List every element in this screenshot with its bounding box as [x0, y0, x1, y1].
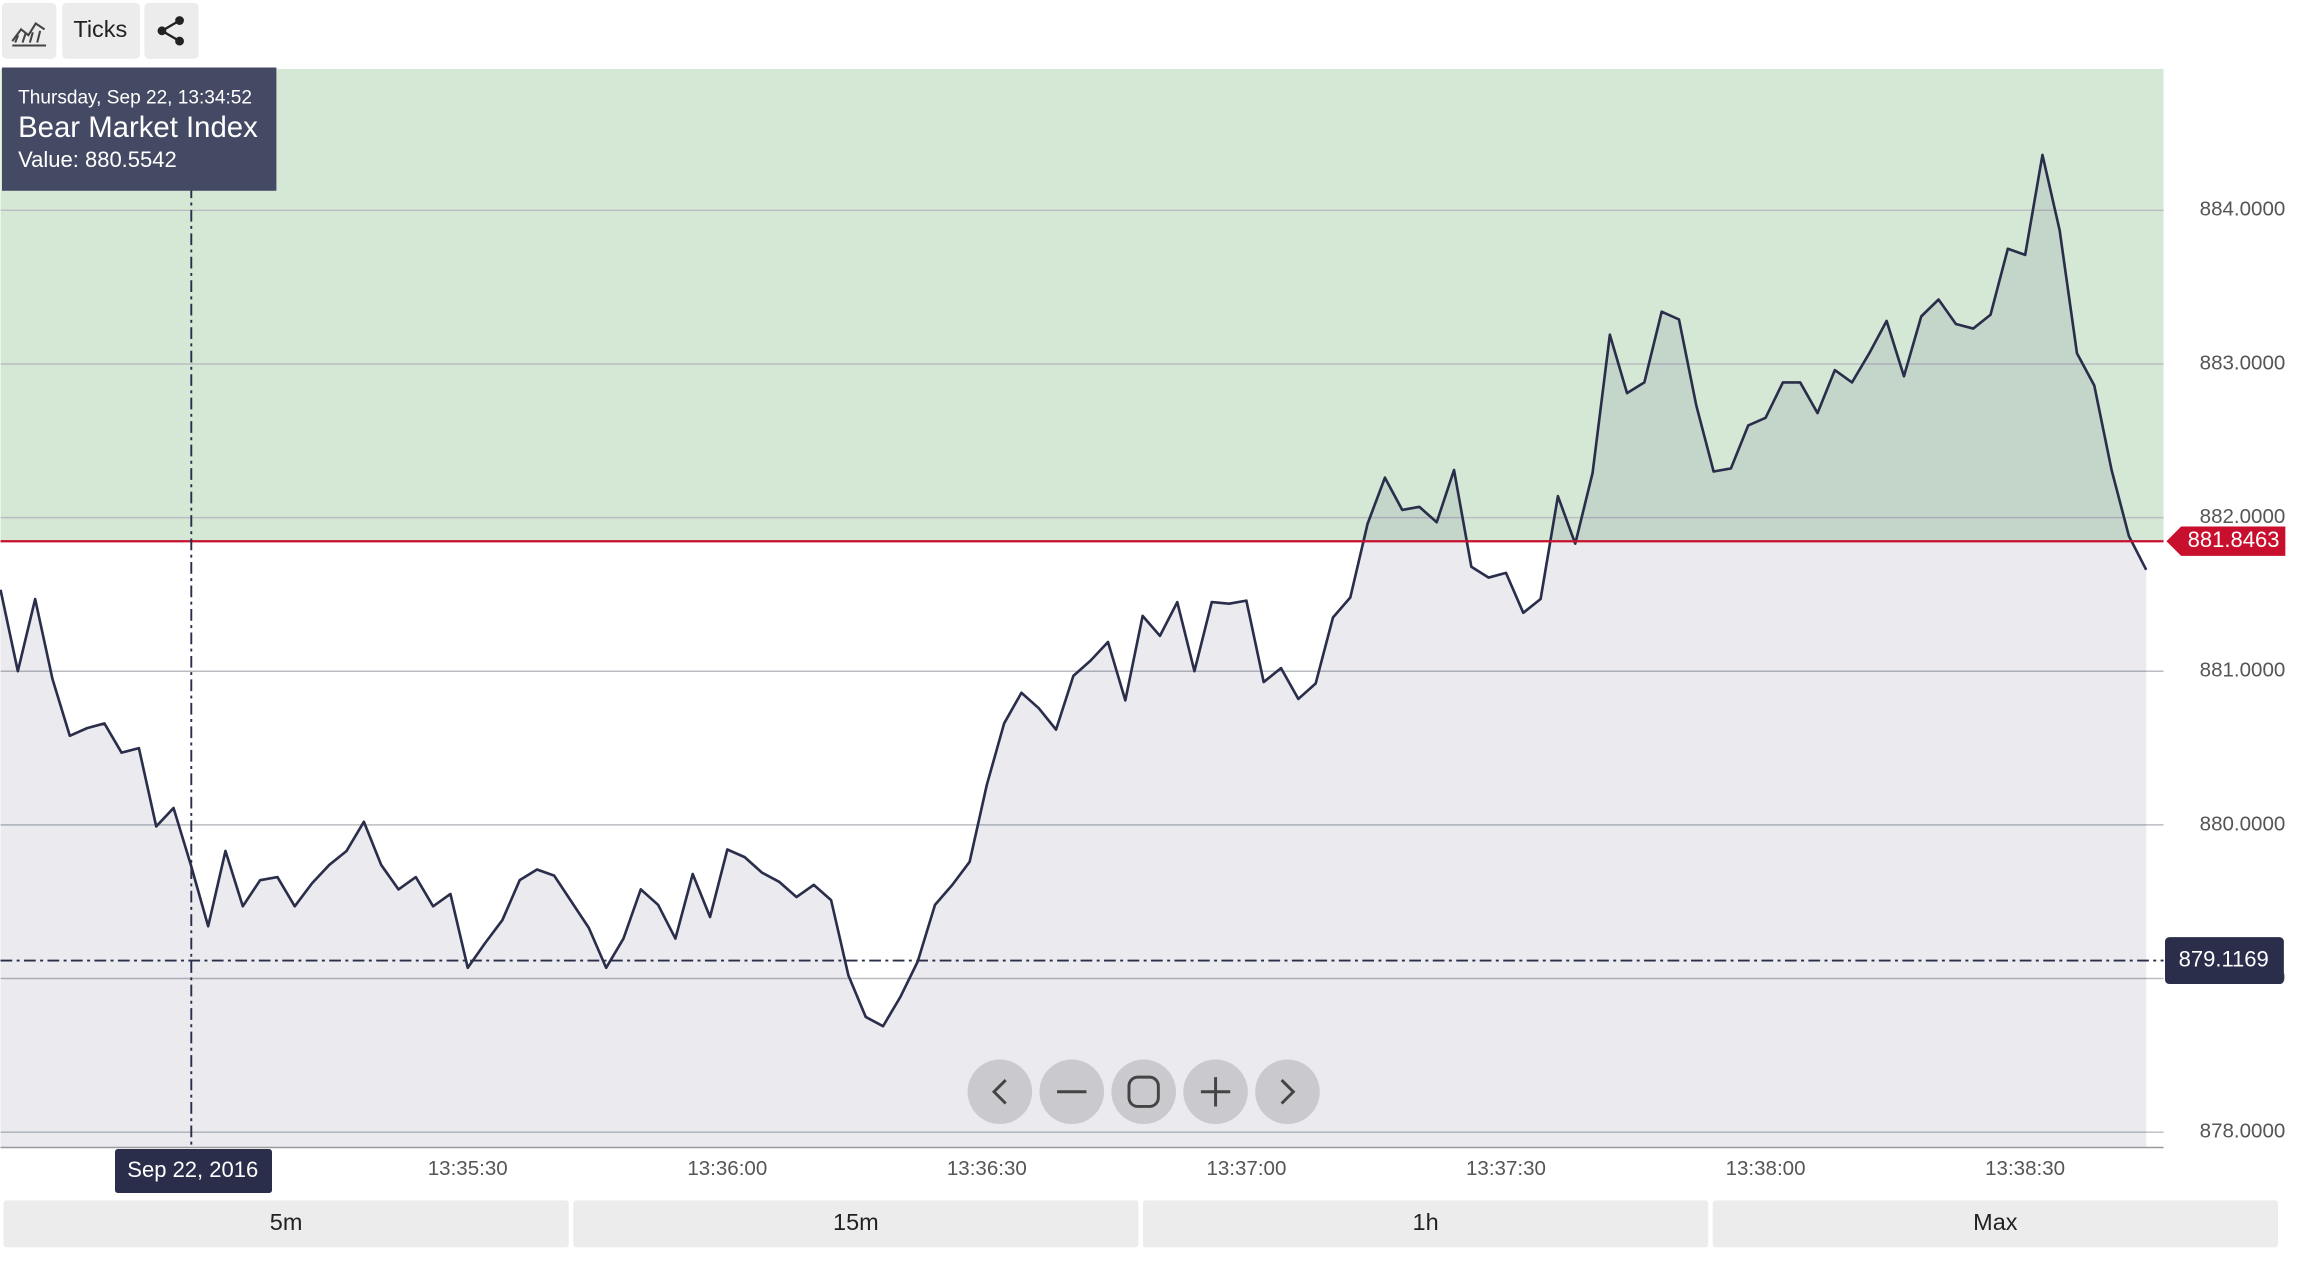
timeframe-button[interactable]: [573, 1200, 1139, 1248]
pan-right-button[interactable]: [1255, 1059, 1320, 1125]
tooltip-value: Value: 880.5542: [18, 147, 177, 172]
x-tick-label: 13:38:00: [1726, 1157, 1806, 1180]
x-tick-label: 13:36:00: [687, 1157, 767, 1180]
share-button[interactable]: [144, 2, 199, 59]
area-fill: [0, 154, 2147, 1148]
tooltip-box: [1, 67, 277, 191]
x-tick-label: 13:36:30: [947, 1157, 1027, 1180]
zoom-controls: [967, 1059, 1320, 1125]
x-tick-label: 13:35:30: [428, 1157, 508, 1180]
chart-type-button[interactable]: [1, 2, 57, 59]
chart-type-icon: [11, 22, 47, 47]
timeframe-button[interactable]: [1142, 1200, 1709, 1248]
share-icon: [157, 16, 184, 46]
y-tick-label: 884.0000: [2200, 198, 2286, 221]
zoom-in-icon: [1200, 1077, 1231, 1107]
crosshair-value-tag: [2165, 937, 2284, 985]
current-price-label: 881.8463: [2188, 527, 2280, 552]
pan-left-button[interactable]: [967, 1059, 1033, 1125]
x-tick-label: 13:38:30: [1985, 1157, 2065, 1180]
pan-left-icon: [991, 1078, 1007, 1105]
tooltip: Thursday, Sep 22, 13:34:52 Bear Market I…: [1, 67, 277, 191]
crosshair-date-label: Sep 22, 2016: [127, 1157, 258, 1182]
timeframe-label: 1h: [1413, 1209, 1439, 1235]
plot-area: 878.0000879.0000880.0000881.0000882.0000…: [0, 68, 2286, 1194]
timeframe-label: 15m: [833, 1209, 879, 1235]
y-tick-label: 878.0000: [2200, 1120, 2286, 1143]
overlay: Thursday, Sep 22, 13:34:52 Bear Market I…: [1, 67, 1320, 1125]
timeframe-button[interactable]: [1712, 1200, 2278, 1248]
timeframe-label: 5m: [270, 1209, 303, 1235]
tooltip-series: Bear Market Index: [18, 111, 258, 144]
timeframe-button[interactable]: [3, 1200, 569, 1248]
tooltip-date: Thursday, Sep 22, 13:34:52: [18, 87, 252, 108]
timeframe-bar: 5m 15m 1h Max: [3, 1200, 2278, 1248]
y-tick-label: 882.0000: [2200, 505, 2286, 528]
pan-right-icon: [1280, 1078, 1296, 1105]
y-tick-label: 883.0000: [2200, 351, 2286, 374]
reset-icon: [1127, 1075, 1160, 1108]
above-price-zone: [0, 68, 2164, 542]
reset-button[interactable]: [1111, 1059, 1176, 1125]
y-tick-label: 880.0000: [2200, 812, 2286, 835]
current-price-tag: [2166, 526, 2286, 556]
ticks-label: Ticks: [73, 16, 127, 42]
crosshair-value-label: 879.1169: [2179, 946, 2269, 971]
toolbar: Ticks: [1, 2, 199, 59]
y-tick-label: 881.0000: [2200, 659, 2286, 682]
timeframe-label: Max: [1973, 1209, 2018, 1235]
ticks-button[interactable]: [62, 2, 140, 59]
crosshair-date-tag: [114, 1149, 273, 1194]
price-line: [0, 153, 2148, 1028]
x-tick-label: 13:37:30: [1466, 1157, 1546, 1180]
x-tick-label: 13:37:00: [1206, 1157, 1286, 1180]
